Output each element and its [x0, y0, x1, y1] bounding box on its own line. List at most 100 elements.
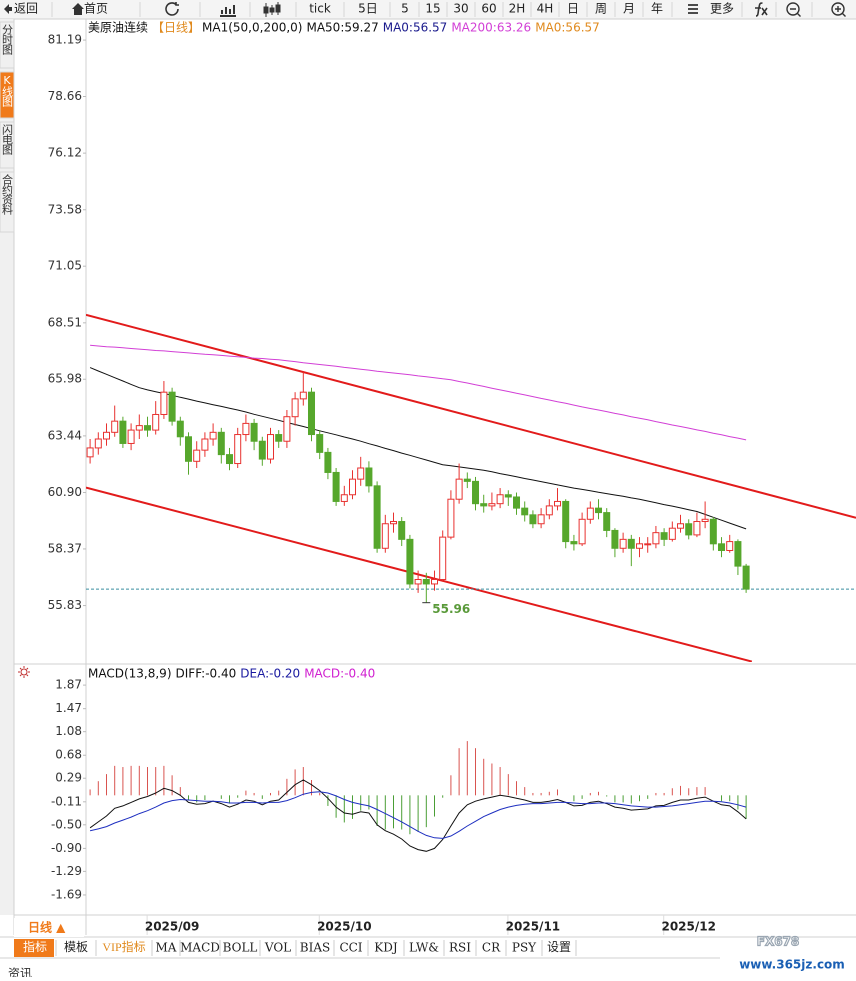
indicator-tab[interactable]: BOLL	[223, 941, 258, 955]
watermark-logo: FX678	[757, 935, 800, 949]
toolbar-button[interactable]: 日	[567, 2, 579, 16]
candle-body	[103, 431, 111, 440]
legend-entry: MA1(50,0,200,0)	[202, 21, 302, 35]
candle-body	[734, 541, 742, 567]
toolbar	[0, 0, 856, 19]
candle-body	[242, 422, 250, 436]
watermark-url: www.365jz.com	[739, 958, 845, 972]
legend-entry: MA50:59.27	[306, 21, 378, 35]
candle-body	[537, 514, 545, 525]
refresh-icon[interactable]	[165, 2, 179, 16]
candle-icon[interactable]	[263, 2, 281, 17]
indicator-tab[interactable]: MACD	[180, 941, 220, 955]
toolbar-button[interactable]: 15	[425, 2, 440, 16]
candle-body	[431, 578, 439, 585]
indicator-tab[interactable]: CCI	[339, 941, 362, 955]
sidebar-tab[interactable]	[0, 171, 15, 233]
toolbar-button[interactable]: tick	[309, 2, 331, 16]
candle-body	[455, 478, 463, 500]
candle-body	[586, 507, 594, 520]
toolbar-button[interactable]: 5日	[358, 2, 378, 16]
sidebar-tab[interactable]	[0, 121, 15, 169]
toolbar-button[interactable]: 2H	[509, 2, 526, 16]
sun-icon	[18, 666, 30, 678]
candle-body	[209, 431, 217, 440]
candle-body	[693, 521, 701, 536]
candle-body	[316, 434, 324, 453]
candle-body	[111, 420, 119, 433]
toolbar-button[interactable]: 返回	[14, 2, 38, 16]
toolbar-button[interactable]: 4H	[537, 2, 554, 16]
candle-body	[185, 436, 193, 462]
zoom-out-icon[interactable]	[786, 2, 801, 17]
sidebar-tab[interactable]	[0, 21, 15, 69]
toolbar-button[interactable]: 30	[453, 2, 468, 16]
candle-body	[726, 541, 734, 552]
indicator-tab[interactable]: BIAS	[300, 941, 330, 955]
home-icon[interactable]	[72, 3, 84, 15]
x-tick-label: 2025/09	[145, 920, 199, 934]
menu-icon[interactable]	[688, 4, 698, 14]
candle-body	[488, 503, 496, 507]
indicator-tab[interactable]: 模板	[64, 940, 88, 954]
candle-body	[595, 507, 603, 514]
fx-icon[interactable]	[755, 2, 768, 17]
indicator-tab[interactable]: RSI	[449, 941, 471, 955]
candle-body	[340, 494, 348, 502]
toolbar-button[interactable]: 年	[651, 2, 663, 16]
candle-body	[636, 543, 644, 549]
candle-body	[349, 478, 357, 496]
trend-line	[86, 486, 753, 662]
toolbar-button[interactable]: 月	[623, 2, 635, 16]
x-tick-label: 2025/11	[506, 920, 560, 934]
candle-body	[324, 451, 332, 473]
macd-line	[89, 779, 747, 852]
candle-body	[422, 578, 430, 585]
sidebar-tab-label[interactable]: K线图	[1, 74, 14, 108]
indicator-tab[interactable]: LW&	[409, 941, 439, 955]
candle-body	[234, 434, 242, 465]
candle-body	[258, 440, 266, 460]
indicator-tab[interactable]: VIP指标	[102, 939, 145, 954]
indicator-tab[interactable]: MA	[156, 941, 177, 955]
sidebar-tab[interactable]	[0, 71, 15, 119]
indicator-tab[interactable]: PSY	[512, 941, 537, 955]
chart-icon[interactable]	[220, 5, 236, 17]
y-tick-label: 0.29	[55, 771, 82, 785]
indicator-tab[interactable]: VOL	[264, 941, 291, 955]
sidebar-tab-label[interactable]: 闪电图	[1, 123, 14, 156]
candle-body	[119, 420, 127, 444]
candle-body	[381, 523, 389, 549]
toolbar-button[interactable]: 周	[595, 2, 607, 16]
moving-average-line	[90, 344, 747, 441]
candle-body	[176, 420, 184, 438]
zoom-in-icon[interactable]	[831, 2, 846, 17]
period-selector[interactable]: 日线 ▲	[28, 920, 66, 935]
low-price-label: 55.96	[432, 602, 470, 616]
candle-body	[152, 413, 160, 431]
y-tick-label: 65.98	[48, 372, 82, 386]
indicator-tab[interactable]: 设置	[547, 940, 571, 954]
legend-entry: MA200:63.26	[451, 21, 531, 35]
toolbar-button[interactable]: 更多	[710, 2, 734, 16]
indicator-tab[interactable]: KDJ	[374, 941, 398, 955]
sidebar-tab-label[interactable]: 分时图	[1, 24, 14, 56]
toolbar-button[interactable]: 首页	[84, 2, 108, 16]
footer-tab[interactable]: 资讯	[8, 967, 32, 981]
x-tick-label: 2025/12	[661, 920, 715, 934]
candle-body	[291, 398, 299, 418]
y-tick-label: 0.68	[55, 748, 82, 762]
legend-entry: DEA:-0.20	[240, 667, 300, 681]
y-tick-label: 1.08	[55, 724, 82, 738]
candle-body	[447, 498, 455, 538]
candles	[86, 313, 856, 662]
toolbar-button[interactable]: 60	[481, 2, 496, 16]
y-tick-label: 1.47	[55, 701, 82, 715]
indicator-tab[interactable]: CR	[482, 941, 501, 955]
sidebar-tab-label[interactable]: 合约资料	[1, 173, 14, 216]
indicator-tab[interactable]: 指标	[23, 939, 47, 954]
back-icon[interactable]	[4, 4, 12, 14]
candle-body	[439, 536, 447, 580]
candle-body	[226, 454, 234, 465]
toolbar-button[interactable]: 5	[401, 2, 409, 16]
